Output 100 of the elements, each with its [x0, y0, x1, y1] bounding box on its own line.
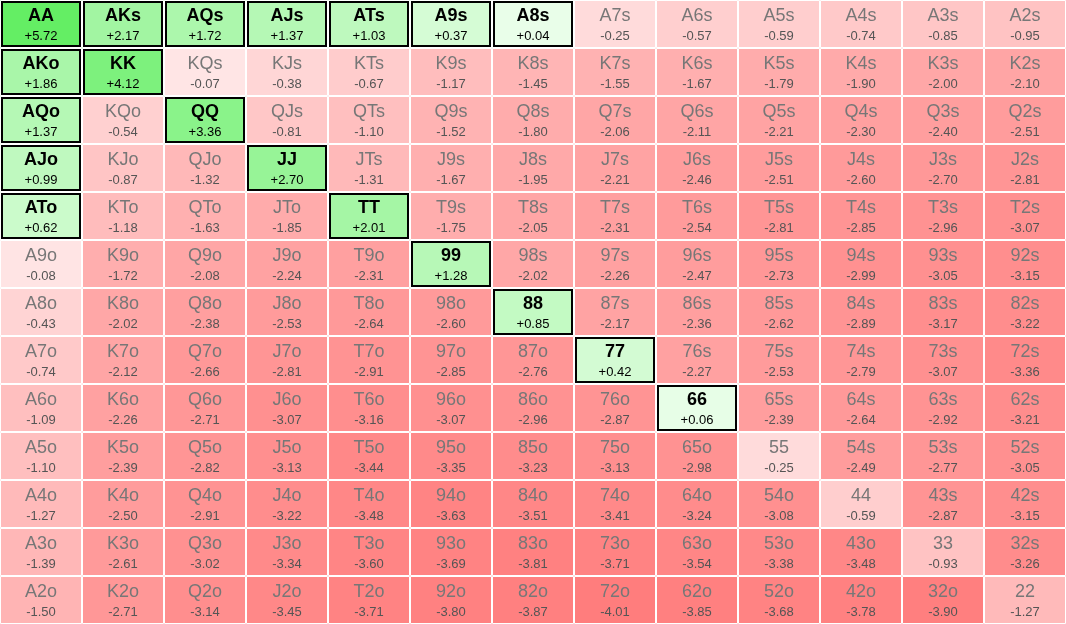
data-label: -1.52 — [436, 124, 466, 140]
annotation: K4o — [106, 485, 140, 506]
data-label: -2.30 — [846, 124, 876, 140]
annotation: 42o — [845, 581, 877, 602]
annotation: T5o — [353, 437, 385, 458]
annotation: T2s — [1009, 197, 1041, 218]
data-label: +1.72 — [188, 28, 222, 44]
data-label: -4.01 — [600, 604, 630, 620]
data-label: -2.02 — [518, 268, 548, 284]
data-label: -1.32 — [190, 172, 220, 188]
data-label: +0.06 — [680, 412, 714, 428]
data-label: -3.68 — [764, 604, 794, 620]
data-label: -2.10 — [1010, 76, 1040, 92]
annotation: 83s — [928, 293, 958, 314]
data-label: -2.71 — [108, 604, 138, 620]
annotation: 86o — [517, 389, 549, 410]
annotation: 62s — [1010, 389, 1040, 410]
data-label: -1.90 — [846, 76, 876, 92]
data-label: -3.90 — [928, 604, 958, 620]
data-label: +3.36 — [188, 124, 222, 140]
annotation: A3o — [24, 533, 58, 554]
data-label: -3.17 — [928, 316, 958, 332]
data-label: -2.06 — [600, 124, 630, 140]
annotation: J9o — [272, 245, 302, 266]
data-label: -2.46 — [682, 172, 712, 188]
annotation: 86s — [682, 293, 712, 314]
annotation: 76o — [599, 389, 631, 410]
annotation: 72o — [599, 581, 631, 602]
annotation: J3o — [272, 533, 302, 554]
data-label: -3.05 — [928, 268, 958, 284]
annotation: 42s — [1010, 485, 1040, 506]
data-label: -3.13 — [600, 460, 630, 476]
annotation: T3s — [927, 197, 959, 218]
data-label: -2.61 — [108, 556, 138, 572]
data-label: +1.28 — [434, 268, 468, 284]
data-label: -2.64 — [354, 316, 384, 332]
annotation: 82s — [1010, 293, 1040, 314]
annotation: 75s — [764, 341, 794, 362]
data-label: -3.35 — [436, 460, 466, 476]
annotation: J9s — [436, 149, 466, 170]
annotation: 92s — [1010, 245, 1040, 266]
annotation: K5o — [106, 437, 140, 458]
annotation: K9s — [435, 53, 467, 74]
data-label: -0.57 — [682, 28, 712, 44]
data-label: -0.74 — [846, 28, 876, 44]
data-label: -1.80 — [518, 124, 548, 140]
data-label: -2.70 — [928, 172, 958, 188]
annotation: T9s — [435, 197, 467, 218]
data-label: -1.95 — [518, 172, 548, 188]
annotation: QTs — [352, 101, 386, 122]
data-label: +2.17 — [106, 28, 140, 44]
data-label: -2.26 — [600, 268, 630, 284]
annotation: J4o — [272, 485, 302, 506]
annotation: Q6s — [680, 101, 714, 122]
data-label: -2.02 — [108, 316, 138, 332]
data-label: -2.00 — [928, 76, 958, 92]
data-label: -3.71 — [354, 604, 384, 620]
annotation: 63s — [928, 389, 958, 410]
data-label: -1.79 — [764, 76, 794, 92]
annotation: 97o — [435, 341, 467, 362]
data-label: +2.70 — [270, 172, 304, 188]
data-label: -3.63 — [436, 508, 466, 524]
annotation: J6o — [272, 389, 302, 410]
annotation: A6o — [24, 389, 58, 410]
data-label: +0.62 — [24, 220, 58, 236]
data-label: -2.87 — [928, 508, 958, 524]
annotation: 44 — [850, 485, 872, 506]
data-label: -2.39 — [108, 460, 138, 476]
data-label: -2.76 — [518, 364, 548, 380]
annotation: 52s — [1010, 437, 1040, 458]
data-label: -1.67 — [436, 172, 466, 188]
data-label: +5.72 — [24, 28, 58, 44]
data-label: -2.99 — [846, 268, 876, 284]
annotation: J8s — [518, 149, 548, 170]
data-label: -3.51 — [518, 508, 548, 524]
annotation: 84o — [517, 485, 549, 506]
data-label: -3.14 — [190, 604, 220, 620]
annotation: Q4o — [187, 485, 223, 506]
annotation: 98o — [435, 293, 467, 314]
data-label: -1.85 — [272, 220, 302, 236]
annotation: T4s — [845, 197, 877, 218]
data-label: -3.78 — [846, 604, 876, 620]
data-label: -0.25 — [600, 28, 630, 44]
data-label: -2.64 — [846, 412, 876, 428]
data-label: -1.75 — [436, 220, 466, 236]
annotation: 75o — [599, 437, 631, 458]
data-label: +0.99 — [24, 172, 58, 188]
annotation: 85o — [517, 437, 549, 458]
annotation: 92o — [435, 581, 467, 602]
data-label: -0.85 — [928, 28, 958, 44]
annotation: 97s — [600, 245, 630, 266]
annotation: AA — [28, 5, 54, 26]
annotation: 54o — [763, 485, 795, 506]
data-label: -2.21 — [600, 172, 630, 188]
annotation: J6s — [682, 149, 712, 170]
annotation: A5s — [763, 5, 795, 26]
annotation: J5o — [272, 437, 302, 458]
annotation: J4s — [846, 149, 876, 170]
annotation: 74s — [846, 341, 876, 362]
data-label: -1.17 — [436, 76, 466, 92]
